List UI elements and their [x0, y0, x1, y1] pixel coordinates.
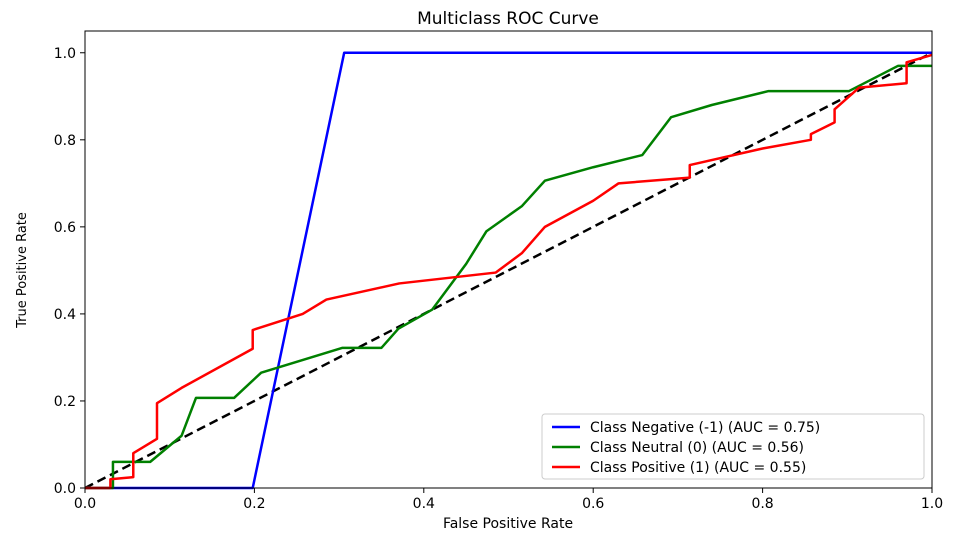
y-tick-label: 0.6 [54, 220, 76, 236]
legend-label-0: Class Negative (-1) (AUC = 0.75) [590, 420, 820, 436]
y-axis-label: True Positive Rate [15, 212, 30, 329]
x-tick-label: 0.6 [582, 496, 604, 512]
plot-area [84, 30, 933, 490]
legend-box [541, 413, 925, 480]
x-tick-label: 0.0 [74, 496, 96, 512]
chart-title: Multiclass ROC Curve [417, 9, 599, 29]
legend-label-1: Class Neutral (0) (AUC = 0.56) [590, 440, 804, 456]
x-tick-label: 1.0 [921, 496, 943, 512]
reference-diagonal-line [84, 51, 933, 490]
x-ticks: 0.0 0.2 0.4 0.6 0.8 1.0 [74, 488, 943, 512]
y-tick-label: 1.0 [54, 46, 76, 62]
y-ticks: 0.0 0.2 0.4 0.6 0.8 1.0 [54, 46, 85, 497]
y-tick-label: 0.4 [54, 307, 76, 323]
y-tick-label: 0.2 [54, 394, 76, 410]
series-line-2 [85, 53, 933, 490]
y-tick-label: 0.0 [54, 481, 76, 497]
legend: Class Negative (-1) (AUC = 0.75) Class Ne… [541, 413, 925, 480]
plot-frame [84, 30, 933, 489]
legend-label-2: Class Positive (1) (AUC = 0.55) [590, 460, 806, 476]
x-tick-label: 0.8 [751, 496, 773, 512]
x-tick-label: 0.4 [413, 496, 435, 512]
y-tick-label: 0.8 [54, 133, 76, 149]
x-axis-label: False Positive Rate [443, 516, 573, 532]
reference-layer [84, 51, 933, 490]
x-tick-label: 0.2 [243, 496, 265, 512]
series-line-1 [85, 64, 932, 490]
